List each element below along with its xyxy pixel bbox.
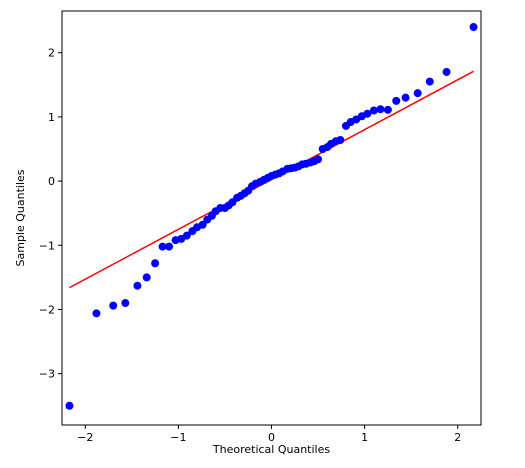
data-point [383, 105, 392, 114]
data-point [182, 231, 191, 240]
y-tick-label: 1 [48, 111, 55, 124]
data-point [469, 23, 478, 32]
tick-layer: −2 −1 0 1 2 −3 −2 −1 0 1 2 [39, 47, 461, 444]
data-point [142, 273, 151, 282]
data-point [165, 242, 174, 251]
x-tick-label: 2 [454, 431, 461, 444]
data-point [92, 309, 101, 318]
data-point [133, 281, 142, 290]
points-layer [65, 23, 478, 410]
y-tick-label: −2 [39, 303, 55, 316]
x-tick-label: 1 [361, 431, 368, 444]
x-tick-label: 0 [268, 431, 275, 444]
data-point [151, 259, 160, 268]
data-point [198, 220, 207, 229]
x-axis-label: Theoretical Quantiles [212, 443, 330, 456]
data-point [392, 96, 401, 105]
data-point [376, 105, 385, 114]
data-point [314, 155, 323, 164]
y-tick-label: 0 [48, 175, 55, 188]
data-point [336, 136, 345, 145]
data-point [65, 401, 74, 410]
data-point [425, 77, 434, 86]
x-tick-label: −1 [170, 431, 186, 444]
data-point [363, 109, 372, 118]
y-axis-label: Sample Quantiles [14, 169, 27, 266]
y-tick-label: −3 [39, 368, 55, 381]
data-point [413, 89, 422, 98]
data-point [158, 242, 167, 251]
data-point [369, 106, 378, 115]
x-tick-label: −2 [77, 431, 93, 444]
data-point [121, 299, 130, 308]
data-point [401, 93, 410, 102]
y-tick-label: −1 [39, 239, 55, 252]
data-point [442, 67, 451, 76]
data-point [109, 301, 118, 310]
plot-frame [61, 10, 482, 426]
y-tick-label: 2 [48, 47, 55, 60]
